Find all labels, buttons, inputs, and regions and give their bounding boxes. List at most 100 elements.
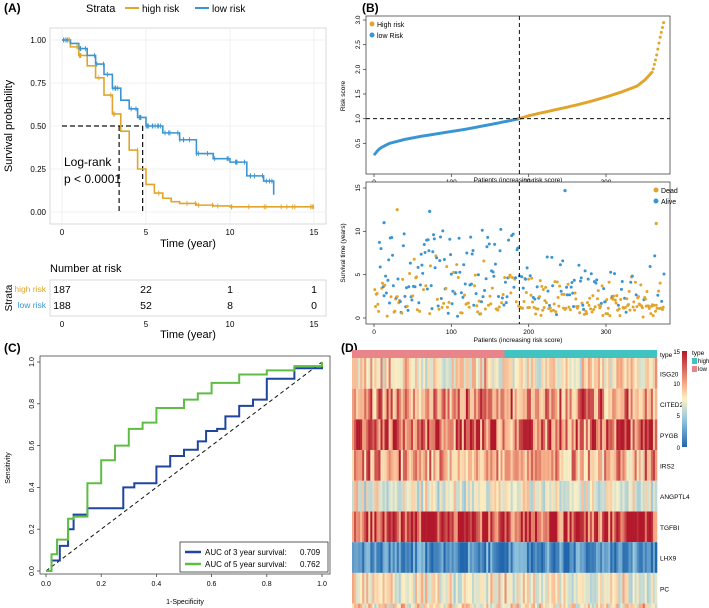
heatmap-cell — [650, 542, 654, 573]
heatmap-cell — [587, 542, 591, 573]
survival-time-point — [570, 281, 574, 285]
survival-time-point — [432, 233, 436, 237]
survival-time-point — [422, 242, 426, 246]
heatmap-cell — [565, 511, 568, 543]
heatmap-cell — [561, 603, 564, 608]
heatmap-cell — [447, 388, 450, 420]
risk-score-y-tick-label: 2.5 — [355, 40, 362, 49]
heatmap-cell — [506, 572, 509, 604]
heatmap-cell — [628, 603, 631, 608]
heatmap-cell — [524, 450, 528, 481]
heatmap-cell — [512, 511, 515, 543]
heatmap-cell — [528, 542, 532, 573]
heatmap-cell — [598, 511, 601, 543]
heatmap-cell — [579, 419, 583, 451]
heatmap-cell — [541, 419, 544, 451]
survival-time-point — [460, 311, 464, 315]
heatmap-cell — [567, 419, 570, 451]
heatmap-cell — [413, 358, 416, 389]
heatmap-cell — [467, 542, 471, 573]
heatmap-cell — [362, 419, 365, 451]
heatmap-cell — [608, 450, 611, 481]
heatmap-cell — [384, 419, 387, 451]
heatmap-cell — [622, 603, 625, 608]
heatmap-cell — [610, 358, 613, 389]
heatmap-cell — [366, 511, 369, 543]
heatmap-cell — [461, 419, 465, 451]
heatmap-cell — [413, 603, 416, 608]
risk-score-legend-low-label: low Risk — [377, 33, 404, 40]
heatmap-cell — [518, 358, 522, 389]
heatmap-cell — [571, 358, 574, 389]
survival-time-point — [408, 271, 412, 275]
heatmap-cell — [575, 388, 578, 420]
heatmap-cell — [545, 450, 548, 481]
heatmap-cell — [634, 542, 637, 573]
heatmap-cell — [646, 572, 650, 604]
heatmap-cell — [429, 419, 432, 451]
roc-x-tick-label: 0.4 — [152, 581, 162, 588]
heatmap-cell — [398, 511, 402, 543]
heatmap-cell — [545, 388, 548, 420]
heatmap-cell — [386, 572, 389, 604]
heatmap-cell — [512, 419, 515, 451]
survival-time-point — [585, 301, 589, 305]
heatmap-cell — [610, 511, 613, 543]
heatmap-cell — [541, 572, 544, 604]
heatmap-cell — [559, 480, 562, 512]
heatmap-cell — [579, 572, 583, 604]
heatmap-cell — [579, 358, 583, 389]
survival-time-point — [497, 294, 501, 298]
heatmap-cell — [634, 480, 637, 512]
heatmap-cell — [435, 603, 438, 608]
survival-time-point — [502, 303, 506, 307]
heatmap-cell — [596, 450, 599, 481]
heatmap-cell — [632, 603, 635, 608]
heatmap-cell — [624, 603, 627, 608]
heatmap-cell — [406, 572, 410, 604]
km-legend-low-label: low risk — [212, 4, 246, 15]
survival-time-point — [560, 292, 564, 296]
heatmap-cell — [567, 572, 570, 604]
risk-score-x-axis-label: Patients (increasing risk score) — [474, 177, 563, 184]
roc-x-tick-label: 0.8 — [262, 581, 272, 588]
heatmap-cell — [394, 480, 398, 512]
heatmap-cell — [520, 480, 524, 512]
heatmap-cell — [494, 542, 497, 573]
heatmap-cell — [598, 480, 601, 512]
heatmap-cell — [402, 450, 406, 481]
heatmap-cell — [532, 388, 536, 420]
heatmap-cell — [396, 358, 400, 389]
heatmap-cell — [510, 542, 513, 573]
heatmap-cell — [612, 480, 615, 512]
km-pvalue-label: p < 0.0001 — [64, 172, 121, 186]
heatmap-cell — [555, 358, 558, 389]
heatmap-cell — [463, 603, 467, 608]
heatmap-cell — [502, 572, 505, 604]
heatmap-cell — [498, 480, 501, 512]
heatmap-cell — [404, 603, 408, 608]
survival-time-point — [611, 297, 615, 301]
heatmap-cell — [478, 542, 481, 573]
survival-time-point — [500, 301, 504, 305]
survival-time-point — [415, 308, 419, 312]
heatmap-cell — [640, 419, 644, 451]
heatmap-cell — [406, 450, 410, 481]
heatmap-cell — [368, 358, 371, 389]
heatmap-cell — [559, 542, 562, 573]
heatmap-cell — [604, 419, 607, 451]
survival-time-point — [528, 274, 532, 278]
heatmap-cell — [445, 511, 448, 543]
heatmap-cell — [624, 572, 627, 604]
survival-time-point — [654, 221, 658, 226]
heatmap-cell — [638, 419, 642, 451]
heatmap-cell — [394, 388, 398, 420]
heatmap-cell — [408, 542, 412, 573]
heatmap-gene-label: PC — [660, 586, 669, 593]
heatmap-cell — [535, 603, 538, 608]
heatmap-cell — [524, 358, 528, 389]
heatmap-cell — [636, 419, 639, 451]
heatmap-cell — [382, 511, 385, 543]
